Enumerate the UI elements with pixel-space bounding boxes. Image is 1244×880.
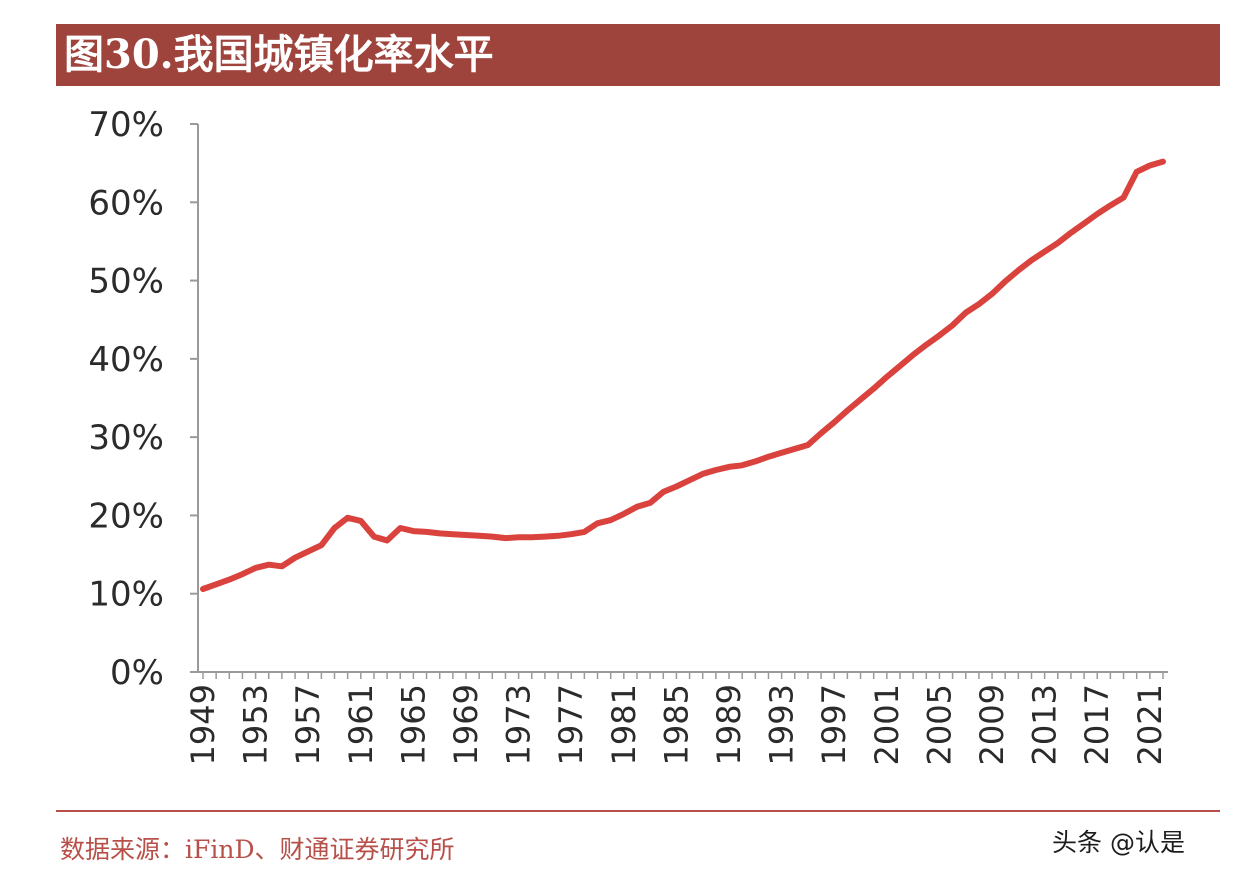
y-tick-label: 20% bbox=[88, 496, 164, 536]
source-divider bbox=[56, 810, 1220, 812]
y-tick-label: 0% bbox=[110, 653, 164, 693]
x-tick-label: 1989 bbox=[710, 684, 748, 765]
data-source-note: 数据来源：iFinD、财通证券研究所 bbox=[60, 835, 455, 864]
urbanization-rate-line bbox=[200, 158, 1166, 592]
y-tick-label: 60% bbox=[88, 183, 164, 223]
x-tick-label: 2021 bbox=[1131, 684, 1169, 765]
x-tick-label: 1949 bbox=[184, 684, 222, 765]
x-tick-label: 1977 bbox=[552, 684, 590, 765]
chart-axes bbox=[197, 124, 1168, 673]
series-group bbox=[200, 158, 1166, 592]
y-tick-label: 40% bbox=[88, 340, 164, 380]
chart-title: 图30.我国城镇化率水平 bbox=[64, 31, 494, 78]
x-tick-label: 2013 bbox=[1026, 684, 1064, 765]
x-tick-label: 1965 bbox=[394, 684, 432, 765]
y-tick-label: 50% bbox=[88, 262, 164, 302]
x-tick-label: 1957 bbox=[289, 684, 327, 765]
y-tick-label: 30% bbox=[88, 418, 164, 458]
x-tick-label: 1973 bbox=[500, 684, 538, 765]
x-axis-ticks: 1949 1953 1957 1961 1965 1969 1973 1977 1981 1985… bbox=[184, 672, 1169, 765]
x-tick-label: 2009 bbox=[973, 684, 1011, 765]
x-tick-label: 1993 bbox=[763, 684, 801, 765]
watermark-text: 头条 @认是 bbox=[1052, 828, 1185, 857]
x-tick-label: 2017 bbox=[1078, 684, 1116, 765]
x-tick-label: 1981 bbox=[605, 684, 643, 765]
x-tick-label: 1969 bbox=[447, 684, 485, 765]
title-bar: 图30.我国城镇化率水平 bbox=[56, 24, 1220, 86]
x-tick-label: 1997 bbox=[815, 684, 853, 765]
x-tick-label: 1961 bbox=[342, 684, 380, 765]
x-tick-label: 2005 bbox=[920, 684, 958, 765]
x-tick-label: 2001 bbox=[868, 684, 906, 765]
y-tick-label: 10% bbox=[88, 575, 164, 615]
x-tick-label: 1985 bbox=[657, 684, 695, 765]
y-tick-label: 70% bbox=[88, 105, 164, 145]
x-tick-label: 1953 bbox=[237, 684, 275, 765]
y-axis-ticks: 0% 10% 20% 30% 40% 50% 60% 70% bbox=[88, 105, 198, 693]
